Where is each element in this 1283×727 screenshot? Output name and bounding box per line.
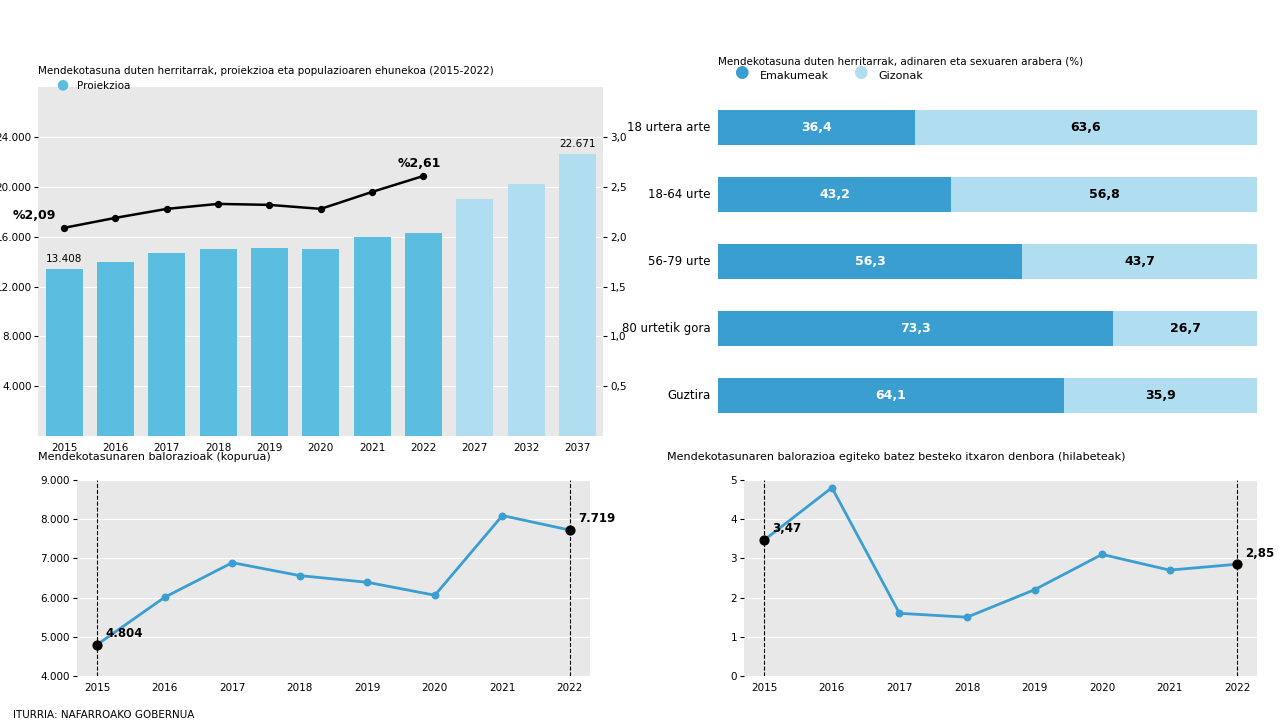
Text: 35,9: 35,9 <box>1146 390 1177 403</box>
Bar <box>718 379 1064 414</box>
Bar <box>98 262 133 436</box>
Text: ITURRIA: NAFARROAKO GOBERNUA: ITURRIA: NAFARROAKO GOBERNUA <box>13 710 194 720</box>
Bar <box>251 248 287 436</box>
Point <box>362 186 382 198</box>
Point <box>54 222 74 233</box>
Point <box>425 590 445 601</box>
Text: 63,6: 63,6 <box>1071 121 1101 134</box>
Text: 64,1: 64,1 <box>876 390 907 403</box>
Point <box>957 611 978 623</box>
Point <box>889 608 910 619</box>
Point <box>105 212 126 224</box>
Point <box>493 510 513 521</box>
Bar <box>508 185 544 436</box>
Point <box>208 198 228 209</box>
Text: 7.719: 7.719 <box>579 513 616 526</box>
Text: 26,7: 26,7 <box>1170 322 1201 335</box>
Text: %2,09: %2,09 <box>13 209 56 222</box>
Text: 4.804: 4.804 <box>105 627 142 640</box>
Text: 56,8: 56,8 <box>1089 188 1120 201</box>
Bar <box>718 244 1021 279</box>
Bar <box>405 233 441 436</box>
Text: Proiekzioa: Proiekzioa <box>77 81 131 91</box>
Point <box>222 557 242 569</box>
Text: Mendekotasunaren balorazioa egiteko batez besteko itxaron denbora (hilabeteak): Mendekotasunaren balorazioa egiteko bate… <box>667 451 1125 462</box>
Point <box>1092 549 1112 561</box>
Point <box>1160 564 1180 576</box>
Text: 13.408: 13.408 <box>46 254 82 264</box>
Text: 56-79 urte: 56-79 urte <box>648 255 711 268</box>
Text: 73,3: 73,3 <box>901 322 931 335</box>
Text: ●: ● <box>853 63 867 81</box>
Bar <box>951 177 1257 212</box>
Bar <box>354 237 390 436</box>
Bar <box>200 249 236 436</box>
Text: MENDEKOTASUNA NAFARROAN: MENDEKOTASUNA NAFARROAN <box>14 17 400 37</box>
Point <box>154 591 174 603</box>
Bar <box>718 110 915 145</box>
Text: 80 urtetik gora: 80 urtetik gora <box>622 322 711 335</box>
Point <box>821 482 842 494</box>
Point <box>413 170 434 182</box>
Text: Mendekotasunaren balorazioak (kopurua): Mendekotasunaren balorazioak (kopurua) <box>38 451 271 462</box>
Point <box>357 577 377 588</box>
Bar <box>559 153 595 436</box>
Bar <box>1064 379 1257 414</box>
Bar <box>303 249 339 436</box>
Text: Guztira: Guztira <box>667 390 711 403</box>
Text: 18 urtera arte: 18 urtera arte <box>627 121 711 134</box>
Text: Gizonak: Gizonak <box>879 71 924 81</box>
Point <box>259 199 280 211</box>
Bar <box>46 269 82 436</box>
Text: 43,7: 43,7 <box>1124 255 1155 268</box>
Text: Mendekotasuna duten herritarrak, proiekzioa eta populazioaren ehunekoa (2015-202: Mendekotasuna duten herritarrak, proiekz… <box>38 66 494 76</box>
Point <box>87 639 108 651</box>
Text: 2,85: 2,85 <box>1246 547 1274 560</box>
Text: Emakumeak: Emakumeak <box>760 71 829 81</box>
Bar <box>1114 311 1257 346</box>
Point <box>754 534 775 546</box>
Text: ●: ● <box>56 77 68 91</box>
Text: Mendekotasuna duten herritarrak, adinaren eta sexuaren arabera (%): Mendekotasuna duten herritarrak, adinare… <box>718 57 1084 67</box>
Text: 22.671: 22.671 <box>559 139 595 148</box>
Point <box>1024 584 1044 595</box>
Bar <box>718 311 1114 346</box>
Point <box>559 524 580 536</box>
Point <box>157 203 177 214</box>
Text: ●: ● <box>734 63 748 81</box>
Bar <box>457 199 493 436</box>
Text: 18-64 urte: 18-64 urte <box>648 188 711 201</box>
Point <box>310 203 331 214</box>
Bar <box>149 253 185 436</box>
Text: 56,3: 56,3 <box>854 255 885 268</box>
Point <box>1227 558 1247 570</box>
Bar <box>718 177 951 212</box>
Text: 36,4: 36,4 <box>801 121 831 134</box>
Bar <box>915 110 1257 145</box>
Point <box>290 570 310 582</box>
Text: 3,47: 3,47 <box>772 522 802 535</box>
Text: 43,2: 43,2 <box>820 188 851 201</box>
Bar <box>1021 244 1257 279</box>
Text: %2,61: %2,61 <box>398 157 441 170</box>
